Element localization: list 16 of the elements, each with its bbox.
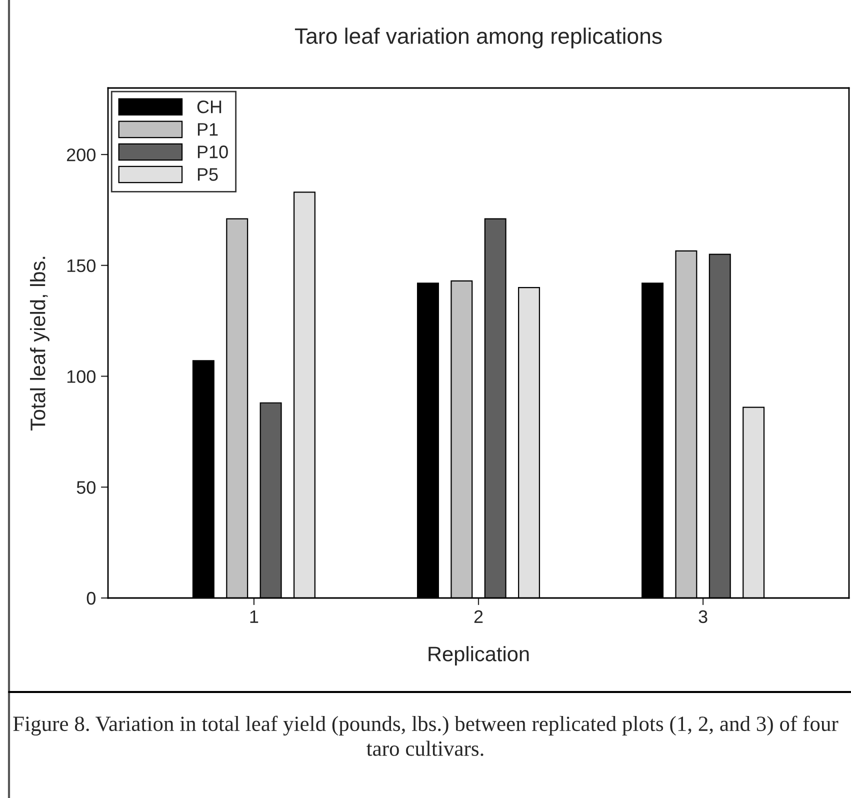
y-tick-label: 50: [76, 481, 96, 494]
y-tick-label: 200: [66, 148, 96, 162]
y-tick-label: 150: [67, 259, 96, 272]
legend-label: P1: [198, 123, 218, 136]
legend-label: CH: [197, 100, 222, 114]
chart-title: Taro leaf variation among replications: [294, 28, 662, 48]
x-tick-label: 3: [698, 610, 708, 624]
legend-label: P10: [198, 146, 228, 158]
y-tick-label: 0: [86, 592, 96, 605]
caption: Figure 8. Variation in total leaf yield (pounds, lbs.) between replicated plots (1, 2, and 3) of four taro cultivars.: [13, 716, 838, 756]
x-tick-label: 2: [474, 610, 483, 623]
y-tick-label: 100: [67, 370, 96, 383]
legend-label: P5: [198, 168, 218, 181]
x-axis-title: Replication: [428, 646, 529, 666]
y-axis-title: Total leaf yield, lbs.: [30, 256, 50, 431]
x-tick-label: 1: [250, 610, 258, 623]
